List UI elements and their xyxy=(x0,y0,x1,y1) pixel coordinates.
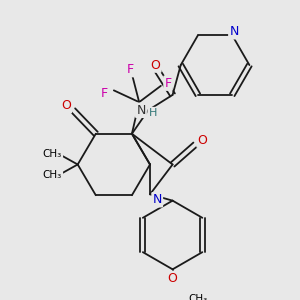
Text: N: N xyxy=(230,25,239,38)
Text: O: O xyxy=(151,58,160,72)
Text: O: O xyxy=(61,99,71,112)
Text: F: F xyxy=(101,87,108,100)
Text: N: N xyxy=(136,104,146,117)
Text: N: N xyxy=(152,193,162,206)
Text: O: O xyxy=(197,134,207,147)
Text: O: O xyxy=(168,272,178,285)
Text: F: F xyxy=(164,76,172,90)
Text: CH₃: CH₃ xyxy=(43,148,62,159)
Text: F: F xyxy=(127,63,134,76)
Text: CH₃: CH₃ xyxy=(189,294,208,300)
Text: CH₃: CH₃ xyxy=(43,170,62,180)
Text: H: H xyxy=(148,108,157,118)
